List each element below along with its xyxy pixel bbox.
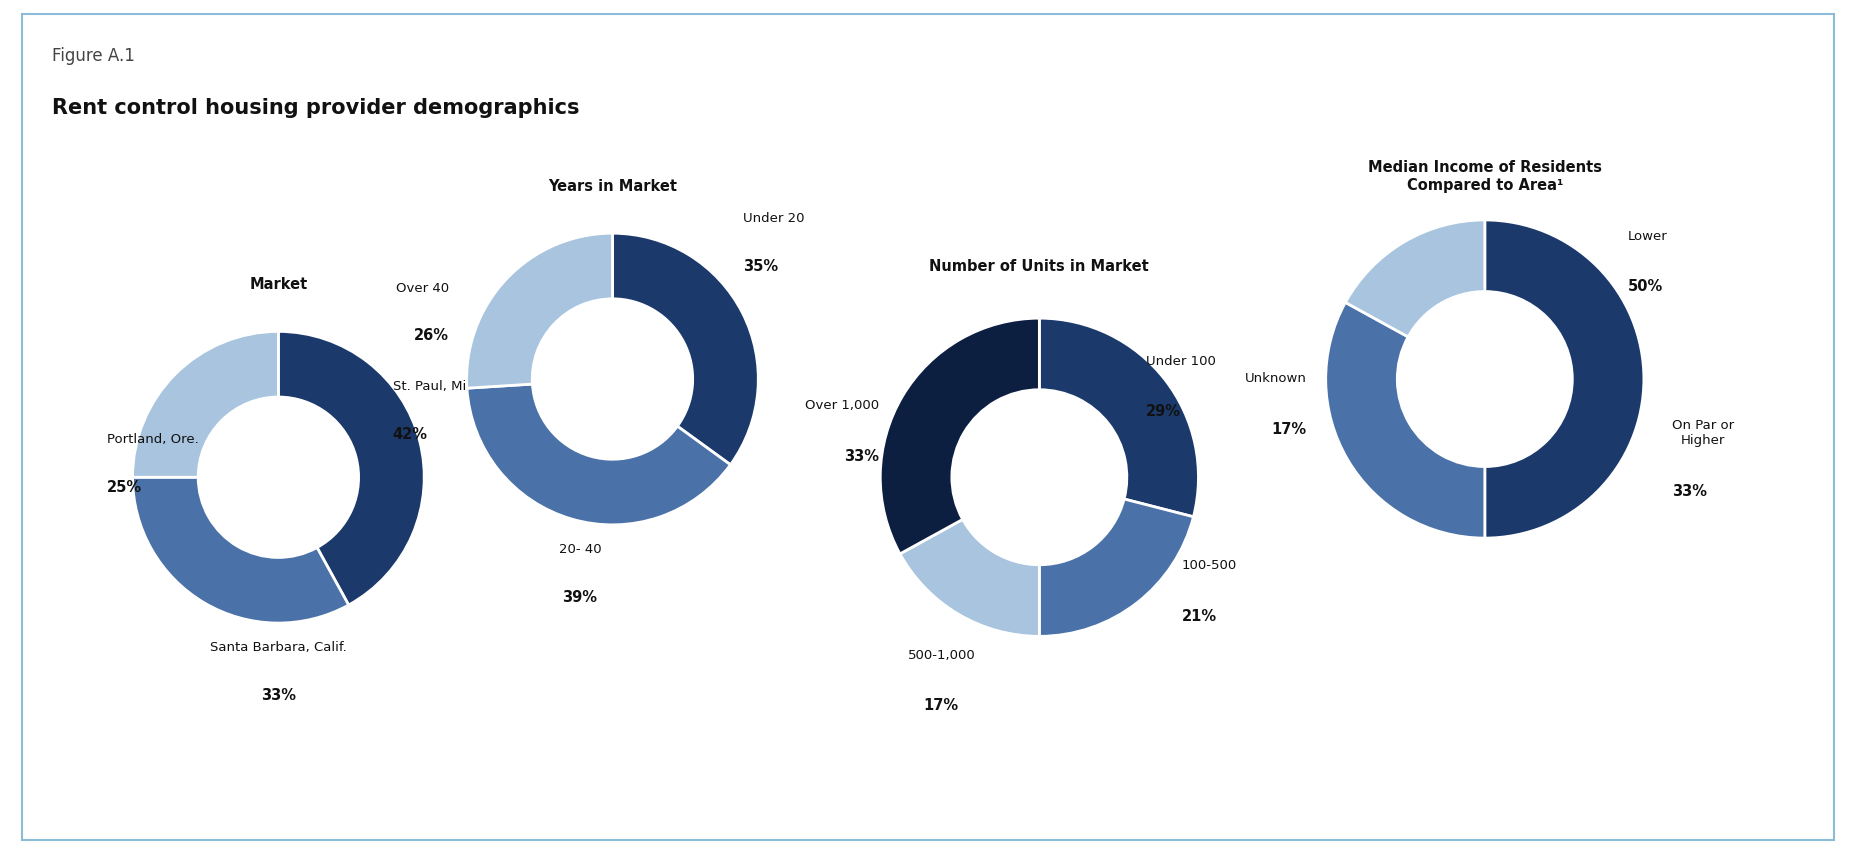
Text: 29%: 29% [1146, 403, 1180, 419]
Wedge shape [278, 332, 425, 606]
Text: Lower: Lower [1627, 229, 1666, 242]
Text: 42%: 42% [393, 426, 427, 441]
Text: 50%: 50% [1627, 279, 1662, 293]
Text: Figure A.1: Figure A.1 [52, 47, 135, 65]
Text: Rent control housing provider demographics: Rent control housing provider demographi… [52, 98, 579, 118]
Text: 17%: 17% [924, 697, 959, 712]
Text: Years in Market: Years in Market [547, 178, 677, 194]
Text: Under 100: Under 100 [1146, 354, 1215, 367]
Text: On Par or
Higher: On Par or Higher [1671, 419, 1733, 447]
Wedge shape [1039, 319, 1198, 517]
Text: 33%: 33% [844, 448, 879, 463]
Text: 17%: 17% [1271, 421, 1306, 436]
Text: 100-500: 100-500 [1182, 559, 1237, 572]
Text: 39%: 39% [562, 589, 597, 604]
Text: Market: Market [249, 276, 308, 292]
Wedge shape [1324, 303, 1484, 538]
Text: Number of Units in Market: Number of Units in Market [929, 258, 1148, 273]
Text: 25%: 25% [108, 479, 143, 494]
Wedge shape [879, 319, 1039, 554]
Text: 33%: 33% [262, 688, 295, 702]
Wedge shape [466, 234, 612, 389]
Text: 26%: 26% [414, 328, 449, 343]
Text: 500-1,000: 500-1,000 [907, 647, 974, 661]
Text: 21%: 21% [1182, 608, 1217, 624]
Text: Portland, Ore.: Portland, Ore. [108, 432, 198, 445]
Wedge shape [132, 478, 349, 624]
FancyBboxPatch shape [22, 15, 1833, 840]
Text: Unknown: Unknown [1245, 372, 1306, 385]
Wedge shape [612, 234, 759, 465]
Text: 35%: 35% [742, 258, 777, 274]
Wedge shape [1484, 221, 1644, 538]
Text: St. Paul, Minn.: St. Paul, Minn. [393, 380, 486, 392]
Text: Santa Barbara, Calif.: Santa Barbara, Calif. [210, 641, 347, 653]
Text: Median Income of Residents
Compared to Area¹: Median Income of Residents Compared to A… [1367, 160, 1601, 193]
Text: Over 1,000: Over 1,000 [805, 398, 879, 412]
Wedge shape [900, 519, 1039, 636]
Wedge shape [1039, 499, 1193, 636]
Wedge shape [1345, 221, 1484, 338]
Text: 20- 40: 20- 40 [558, 543, 601, 555]
Wedge shape [132, 332, 278, 478]
Text: Under 20: Under 20 [742, 212, 805, 225]
Text: 33%: 33% [1671, 484, 1707, 498]
Text: Over 40: Over 40 [395, 281, 449, 294]
Wedge shape [467, 385, 731, 525]
